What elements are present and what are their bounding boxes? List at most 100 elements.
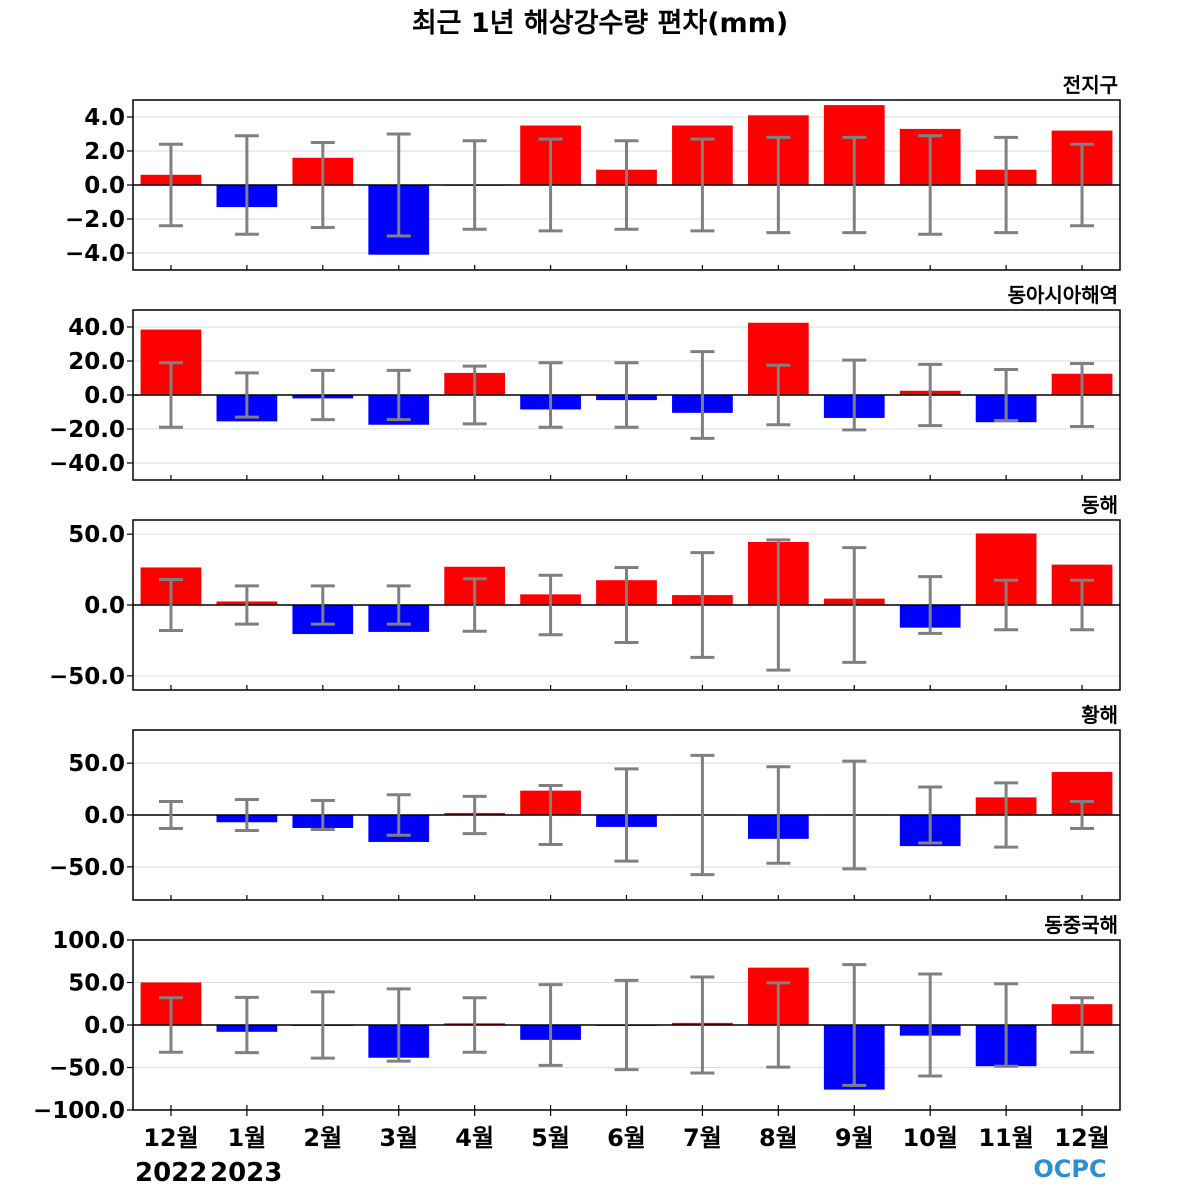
error-bar xyxy=(690,753,715,877)
error-bar xyxy=(842,546,867,664)
error-bar xyxy=(842,759,867,871)
error-bar xyxy=(842,358,867,432)
error-bar xyxy=(994,578,1019,632)
panel-title: 동아시아해역 xyxy=(1008,283,1118,307)
error-bar xyxy=(614,139,639,231)
x-tick-label: 9월 xyxy=(835,1124,874,1152)
chart-title: 최근 1년 해상강수량 편차(mm) xyxy=(412,8,788,39)
error-bar xyxy=(918,785,943,845)
error-bar xyxy=(538,361,563,429)
error-bar xyxy=(690,975,715,1075)
error-bar xyxy=(310,141,335,229)
error-bar xyxy=(614,565,639,645)
error-bar xyxy=(918,575,943,635)
error-bar xyxy=(994,135,1019,235)
y-tick-label: 50.0 xyxy=(68,971,125,997)
panel-0: 4.0 2.0 0.0 −2.0 −4.0 전지구 xyxy=(65,73,1121,271)
y-tick-label: 100.0 xyxy=(52,928,125,954)
y-tick-label: −2.0 xyxy=(65,207,125,233)
x-tick-label: 3월 xyxy=(379,1124,418,1152)
error-bar xyxy=(234,134,259,236)
x-tick-label: 6월 xyxy=(607,1124,646,1152)
error-bar xyxy=(614,978,639,1072)
error-bar xyxy=(1070,578,1095,632)
y-tick-label: 4.0 xyxy=(84,105,125,131)
error-bar xyxy=(690,137,715,233)
error-bar xyxy=(994,368,1019,422)
error-bar xyxy=(614,767,639,863)
error-bar xyxy=(1070,362,1095,428)
year-label-2022: 2022 xyxy=(135,1158,207,1188)
error-bar xyxy=(614,361,639,429)
error-bar xyxy=(386,368,411,422)
error-bar xyxy=(766,981,791,1069)
error-bar xyxy=(994,781,1019,849)
x-tick-label: 1월 xyxy=(227,1124,266,1152)
panels: 4.0 2.0 0.0 −2.0 −4.0 전지구 40.0 20.0 0.0 −20.0 −40.… xyxy=(33,73,1121,1124)
x-tick-label: 7월 xyxy=(683,1124,722,1152)
panel-2: 50.0 0.0 −50.0 동해 xyxy=(49,493,1121,691)
error-bar xyxy=(386,584,411,626)
error-bar xyxy=(842,135,867,235)
year-label-2023: 2023 xyxy=(210,1158,282,1188)
error-bar xyxy=(462,364,487,426)
y-tick-label: −4.0 xyxy=(65,241,125,267)
error-bar xyxy=(1070,800,1095,830)
error-bar xyxy=(234,371,259,419)
error-bar xyxy=(918,362,943,428)
x-tick-label: 5월 xyxy=(531,1124,570,1152)
error-bar xyxy=(1070,996,1095,1054)
error-bar xyxy=(842,963,867,1087)
x-tick-label: 10월 xyxy=(902,1124,957,1152)
error-bar xyxy=(310,368,335,422)
error-bar xyxy=(386,987,411,1063)
error-bar xyxy=(462,577,487,633)
y-tick-label: −50.0 xyxy=(49,664,125,690)
ocpc-logo: OCPC xyxy=(1033,1155,1106,1183)
y-tick-label: 0.0 xyxy=(84,593,125,619)
y-tick-label: 0.0 xyxy=(84,1013,125,1039)
error-bar xyxy=(1070,142,1095,228)
error-bar xyxy=(310,798,335,832)
error-bar xyxy=(994,982,1019,1068)
error-bar xyxy=(158,361,183,429)
error-bar xyxy=(310,990,335,1060)
error-bar xyxy=(234,797,259,833)
error-bar xyxy=(766,363,791,427)
y-tick-label: −40.0 xyxy=(49,451,125,477)
panel-3: 50.0 0.0 −50.0 황해 xyxy=(49,703,1121,901)
error-bar xyxy=(158,800,183,830)
error-bar xyxy=(538,783,563,847)
error-bar xyxy=(386,793,411,837)
x-tick-label: 2월 xyxy=(303,1124,342,1152)
y-tick-label: −50.0 xyxy=(49,1056,125,1082)
y-tick-label: 50.0 xyxy=(68,751,125,777)
error-bar xyxy=(918,972,943,1078)
error-bar xyxy=(690,551,715,659)
error-bar xyxy=(158,578,183,632)
y-tick-label: 20.0 xyxy=(68,349,125,375)
y-tick-label: 40.0 xyxy=(68,315,125,341)
y-tick-label: −20.0 xyxy=(49,417,125,443)
error-bar xyxy=(766,765,791,865)
y-tick-label: 0.0 xyxy=(84,383,125,409)
x-tick-label: 4월 xyxy=(455,1124,494,1152)
error-bar xyxy=(386,132,411,238)
panel-title: 동중국해 xyxy=(1044,913,1118,937)
x-tick-label: 12월 xyxy=(1054,1124,1109,1152)
error-bar xyxy=(462,996,487,1054)
x-axis: 12월 1월 2월 3월 4월 5월 6월 7월 8월 9월 10월 11월 12월 xyxy=(143,1110,1110,1152)
x-tick-label: 11월 xyxy=(978,1124,1033,1152)
error-bar xyxy=(234,584,259,626)
error-bar xyxy=(538,573,563,637)
panel-title: 황해 xyxy=(1081,703,1118,727)
y-tick-label: −100.0 xyxy=(33,1098,125,1124)
error-bar xyxy=(918,134,943,236)
error-bar xyxy=(766,135,791,235)
x-tick-label: 8월 xyxy=(759,1124,798,1152)
y-tick-label: 50.0 xyxy=(68,522,125,548)
y-tick-label: 0.0 xyxy=(84,173,125,199)
error-bar xyxy=(158,996,183,1054)
error-bar xyxy=(158,142,183,228)
panel-title: 전지구 xyxy=(1063,73,1118,97)
